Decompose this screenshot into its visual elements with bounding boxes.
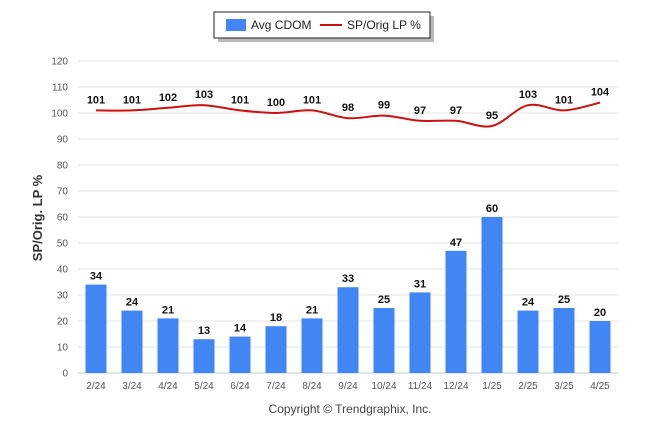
line-data-label: 101 [123,94,141,106]
x-tick-label: 4/25 [590,381,610,392]
line-data-label: 103 [519,89,537,101]
x-tick-label: 2/24 [86,381,106,392]
legend: Avg CDOM SP/Orig LP % [213,11,434,42]
y-tick-label: 0 [62,369,68,380]
bar [445,250,467,373]
bar [265,326,287,373]
x-tick-label: 8/24 [302,381,322,392]
bar-data-label: 18 [270,312,282,324]
x-tick-label: 9/24 [338,381,358,392]
bar-data-label: 24 [522,297,535,309]
bar-data-label: 21 [162,304,174,316]
y-axis-label: SP/Orig. LP % [30,174,45,261]
bar-data-label: 25 [558,294,570,306]
x-tick-label: 6/24 [230,381,250,392]
line-data-label: 101 [303,94,321,106]
bar-data-labels: 34 24 21 13 14 18 21 33 25 31 47 60 24 25 20 [90,203,606,337]
line-data-label: 99 [378,100,390,112]
y-tick-label: 120 [51,57,68,68]
line-data-label: 102 [159,92,177,104]
legend-label-line: SP/Orig LP % [347,18,421,32]
y-tick-label: 60 [57,213,69,224]
bar-data-label: 24 [126,297,139,309]
x-axis-ticks: 2/24 3/24 4/24 5/24 6/24 7/24 8/24 9/24 10/24 11/… [86,381,610,392]
bar-data-label: 60 [486,203,498,215]
legend-label-bar: Avg CDOM [251,18,311,32]
bar [553,308,575,373]
y-tick-label: 90 [57,135,69,146]
y-tick-label: 80 [57,161,69,172]
y-tick-label: 100 [51,109,68,120]
x-tick-label: 12/24 [443,381,468,392]
bar-series [85,217,611,373]
line-data-label: 97 [450,105,462,117]
bar [589,321,611,373]
x-tick-label: 1/25 [482,381,502,392]
y-tick-label: 110 [52,83,68,94]
x-tick-label: 3/25 [554,381,574,392]
y-tick-label: 10 [57,343,69,354]
bar [193,339,215,373]
bar-data-label: 21 [306,304,318,316]
bar-data-label: 13 [198,325,210,337]
y-tick-label: 30 [57,291,69,302]
bar [121,310,143,373]
bar [517,310,539,373]
bar [85,284,107,373]
x-tick-label: 11/24 [408,381,433,392]
x-tick-label: 7/24 [266,381,286,392]
x-tick-label: 2/25 [518,381,538,392]
bar [373,308,395,373]
line-data-label: 101 [87,94,105,106]
bar [409,292,431,373]
line-series [95,101,601,128]
bar-data-label: 47 [450,237,462,249]
bar-data-label: 20 [594,307,606,319]
x-tick-label: 4/24 [158,381,178,392]
line-data-label: 95 [486,110,498,122]
line-data-label: 100 [267,97,285,109]
line-data-label: 101 [555,94,573,106]
line-data-label: 101 [231,94,249,106]
bar-data-label: 25 [378,294,390,306]
bar [157,318,179,373]
bar [301,318,323,373]
line-data-label: 103 [195,89,213,101]
y-tick-label: 20 [57,317,69,328]
copyright-text: Copyright © Trendgraphix, Inc. [269,402,432,416]
y-tick-label: 70 [57,187,69,198]
bar [337,287,359,373]
x-tick-label: 10/24 [371,381,396,392]
y-tick-label: 50 [57,239,69,250]
bar-data-label: 33 [342,273,354,285]
line-data-label: 97 [414,105,426,117]
bar-data-label: 14 [234,323,247,335]
line-data-label: 98 [342,102,354,114]
line-data-labels: 101 101 102 103 101 100 101 98 99 97 97 95 103 101 104 [87,87,610,122]
y-axis-ticks: 0 10 20 30 40 50 60 70 80 90 100 110 120 [51,57,68,380]
bar [481,217,503,373]
bar-data-label: 34 [90,271,103,283]
y-tick-label: 40 [57,265,69,276]
bar-data-label: 31 [414,278,426,290]
legend-swatch-bar [226,19,246,31]
x-tick-label: 3/24 [122,381,142,392]
x-tick-label: 5/24 [194,381,214,392]
bar [229,336,251,373]
line-data-label: 104 [591,87,610,99]
